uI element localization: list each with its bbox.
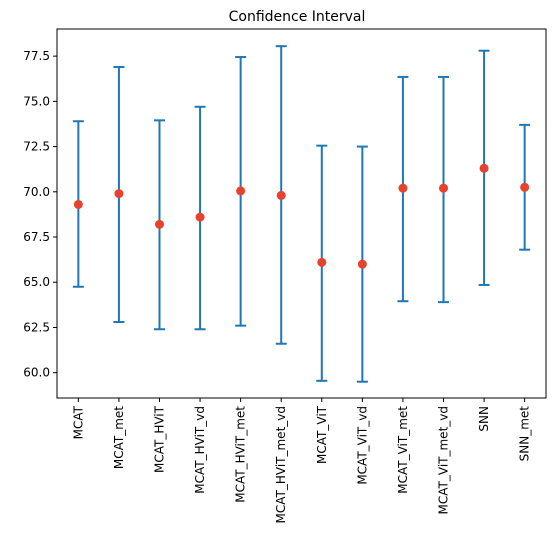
y-tick-label: 70.0 (23, 185, 50, 199)
plot-area: 60.0 62.5 65.0 67.5 70.0 72.5 75.0 77.5 MCAT MCAT… (23, 45, 532, 523)
y-tick-label: 60.0 (23, 366, 50, 380)
x-tick-label: MCAT_ViT_vd (355, 406, 369, 485)
mean-point (398, 183, 408, 193)
axes-frame (56, 28, 547, 399)
x-tick-label: MCAT_ViT_met (396, 406, 410, 494)
mean-point (520, 182, 530, 192)
x-tick-label: MCAT_HViT_met (234, 406, 248, 503)
mean-point (479, 163, 489, 173)
x-tick-label: MCAT_HViT_met_vd (274, 406, 288, 523)
mean-point (317, 257, 327, 267)
y-tick-label: 72.5 (23, 140, 50, 154)
y-tick-label: 62.5 (23, 320, 50, 334)
mean-point (439, 183, 449, 193)
x-tick-label: MCAT (71, 405, 85, 439)
mean-point (114, 189, 124, 199)
y-tick-label: 67.5 (23, 230, 50, 244)
x-tick-label: MCAT_ViT (315, 405, 329, 464)
mean-point (154, 219, 164, 229)
x-tick-label: MCAT_HViT_vd (193, 406, 207, 494)
x-tick-label: MCAT_HViT (152, 405, 166, 473)
y-tick-label: 65.0 (23, 275, 50, 289)
x-tick-label: MCAT_ViT_met_vd (437, 406, 451, 514)
x-tick-label: SNN_met (518, 406, 532, 462)
mean-point (195, 212, 205, 222)
mean-point (276, 190, 286, 200)
y-tick-label: 77.5 (23, 49, 50, 63)
mean-point (236, 186, 246, 196)
x-tick-label: SNN (477, 406, 491, 432)
y-tick-label: 75.0 (23, 94, 50, 108)
mean-point (357, 259, 367, 269)
chart-title: Confidence Interval (229, 9, 366, 25)
x-tick-label: MCAT_met (112, 406, 126, 469)
mean-point (73, 199, 83, 209)
